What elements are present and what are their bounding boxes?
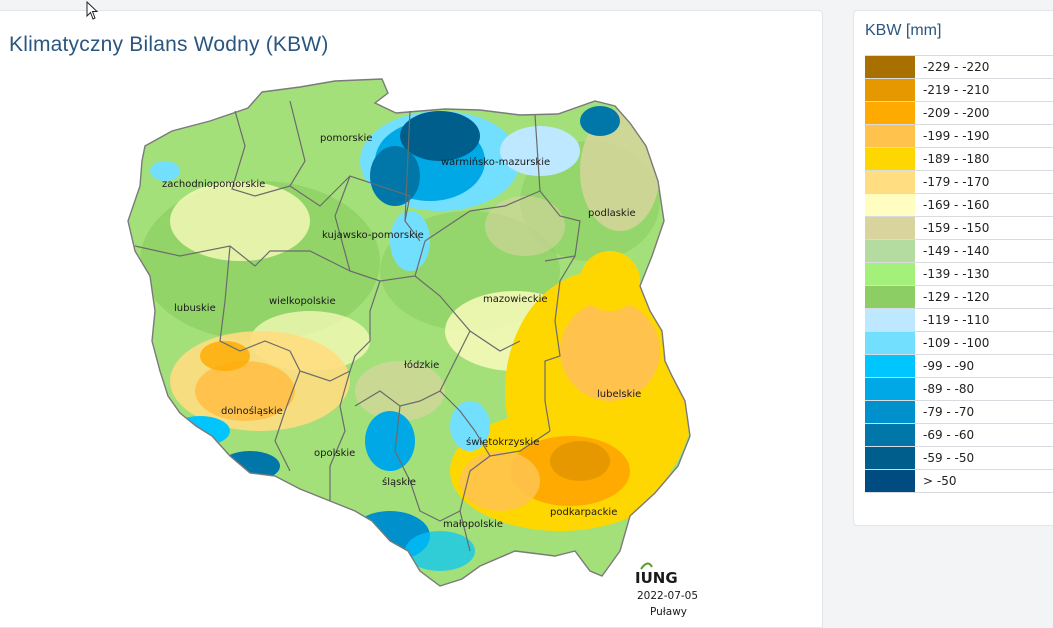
legend-label: -59 - -50 bbox=[915, 446, 1053, 470]
legend-row: -149 - -140 bbox=[865, 239, 1053, 263]
region-label: świętokrzyskie bbox=[466, 436, 539, 448]
legend-label: -69 - -60 bbox=[915, 423, 1053, 447]
legend-swatch bbox=[865, 377, 915, 401]
region-label: pomorskie bbox=[320, 133, 372, 144]
legend-row: -219 - -210 bbox=[865, 78, 1053, 102]
legend-label: -149 - -140 bbox=[915, 239, 1053, 263]
legend-label: -109 - -100 bbox=[915, 331, 1053, 355]
legend-row: -189 - -180 bbox=[865, 147, 1053, 171]
legend-swatch bbox=[865, 78, 915, 102]
legend-label: -209 - -200 bbox=[915, 101, 1053, 125]
legend-row: -69 - -60 bbox=[865, 423, 1053, 447]
kbw-choropleth bbox=[128, 79, 690, 586]
legend-row: -229 - -220 bbox=[865, 55, 1053, 79]
legend-label: -169 - -160 bbox=[915, 193, 1053, 217]
legend-row: -79 - -70 bbox=[865, 400, 1053, 424]
legend-label: -159 - -150 bbox=[915, 216, 1053, 240]
region-label: podlaskie bbox=[588, 208, 636, 219]
legend-label: -119 - -110 bbox=[915, 308, 1053, 332]
legend-swatch bbox=[865, 285, 915, 309]
legend-title: KBW [mm] bbox=[865, 22, 942, 39]
region-label: dolnośląskie bbox=[221, 405, 283, 417]
legend-row: -59 - -50 bbox=[865, 446, 1053, 470]
legend-label: -89 - -80 bbox=[915, 377, 1053, 401]
legend-swatch bbox=[865, 446, 915, 470]
region-label: śląskie bbox=[382, 476, 416, 488]
map-title: Klimatyczny Bilans Wodny (KBW) bbox=[9, 33, 329, 56]
legend-row: -159 - -150 bbox=[865, 216, 1053, 240]
legend-label: -219 - -210 bbox=[915, 78, 1053, 102]
legend-row: -109 - -100 bbox=[865, 331, 1053, 355]
legend-swatch bbox=[865, 101, 915, 125]
legend-swatch bbox=[865, 216, 915, 240]
mouse-cursor-icon bbox=[86, 1, 99, 20]
legend-swatch bbox=[865, 124, 915, 148]
legend-row: -139 - -130 bbox=[865, 262, 1053, 286]
region-label: mazowieckie bbox=[483, 294, 548, 305]
legend-swatch bbox=[865, 193, 915, 217]
region-label: małopolskie bbox=[443, 519, 503, 530]
legend-label: -199 - -190 bbox=[915, 124, 1053, 148]
region-label: opolskie bbox=[314, 448, 355, 459]
legend-label: -129 - -120 bbox=[915, 285, 1053, 309]
legend-swatch bbox=[865, 170, 915, 194]
legend-label: -139 - -130 bbox=[915, 262, 1053, 286]
region-label: kujawsko-pomorskie bbox=[322, 230, 424, 241]
region-label: zachodniopomorskie bbox=[162, 179, 265, 190]
iung-logo: IUNG bbox=[635, 562, 678, 587]
region-label: warmińsko-mazurskie bbox=[441, 156, 550, 168]
legend-panel: KBW [mm] -229 - -220 -219 - -210 -209 - -2… bbox=[853, 10, 1053, 526]
legend-row: -209 - -200 bbox=[865, 101, 1053, 125]
legend-row: -89 - -80 bbox=[865, 377, 1053, 401]
legend-label: -99 - -90 bbox=[915, 354, 1053, 378]
region-borders bbox=[127, 78, 691, 587]
legend-row: -179 - -170 bbox=[865, 170, 1053, 194]
legend-swatch bbox=[865, 400, 915, 424]
kbw-map[interactable]: pomorskie warmińsko-mazurskie zachodniop… bbox=[0, 11, 822, 627]
region-label: łódzkie bbox=[404, 359, 439, 371]
map-panel: Klimatyczny Bilans Wodny (KBW) bbox=[0, 10, 823, 628]
legend-swatch bbox=[865, 469, 915, 493]
region-label: lubuskie bbox=[174, 303, 216, 314]
legend-swatch bbox=[865, 147, 915, 171]
map-place: Puławy bbox=[650, 606, 687, 618]
region-label: lubelskie bbox=[597, 389, 641, 400]
legend-table: -229 - -220 -219 - -210 -209 - -200 -199 - … bbox=[865, 55, 1053, 493]
region-labels: pomorskie warmińsko-mazurskie zachodniop… bbox=[162, 133, 641, 530]
legend-row: -99 - -90 bbox=[865, 354, 1053, 378]
legend-swatch bbox=[865, 354, 915, 378]
legend-row: -129 - -120 bbox=[865, 285, 1053, 309]
legend-swatch bbox=[865, 423, 915, 447]
legend-swatch bbox=[865, 55, 915, 79]
legend-row: -169 - -160 bbox=[865, 193, 1053, 217]
region-label: wielkopolskie bbox=[269, 296, 336, 307]
legend-label: > -50 bbox=[915, 469, 1053, 493]
legend-swatch bbox=[865, 239, 915, 263]
legend-swatch bbox=[865, 262, 915, 286]
legend-swatch bbox=[865, 331, 915, 355]
legend-row: -199 - -190 bbox=[865, 124, 1053, 148]
region-label: podkarpackie bbox=[550, 507, 617, 518]
legend-label: -179 - -170 bbox=[915, 170, 1053, 194]
legend-row: > -50 bbox=[865, 469, 1053, 493]
legend-label: -229 - -220 bbox=[915, 55, 1053, 79]
legend-label: -189 - -180 bbox=[915, 147, 1053, 171]
legend-label: -79 - -70 bbox=[915, 400, 1053, 424]
logo-text: IUNG bbox=[635, 569, 678, 587]
legend-swatch bbox=[865, 308, 915, 332]
legend-row: -119 - -110 bbox=[865, 308, 1053, 332]
map-date: 2022-07-05 bbox=[637, 590, 698, 602]
